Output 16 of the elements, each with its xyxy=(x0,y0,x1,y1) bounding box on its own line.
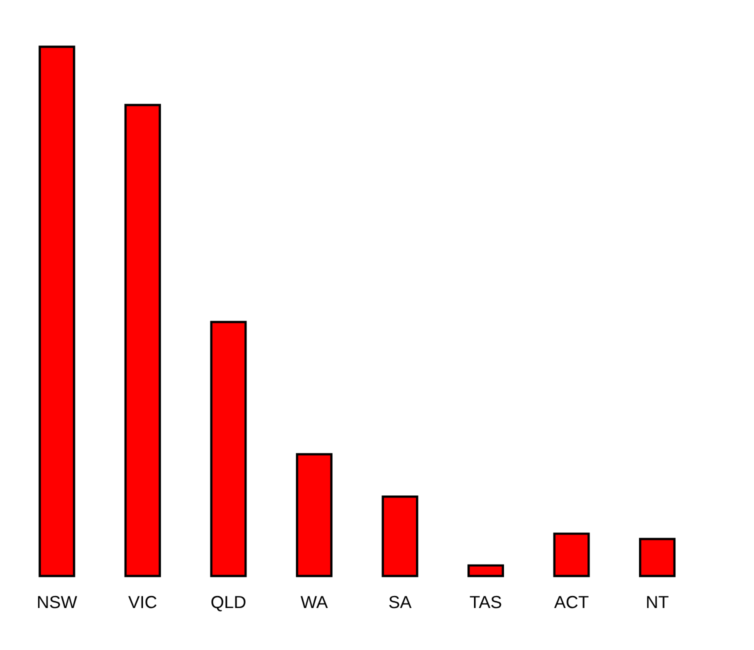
bar xyxy=(38,46,76,578)
x-tick-label: NSW xyxy=(38,596,78,608)
x-tick-label: ACT xyxy=(554,596,588,608)
x-tick-label: VIC xyxy=(128,596,156,608)
bar xyxy=(553,532,590,578)
bar xyxy=(639,538,676,578)
bar xyxy=(467,564,504,578)
x-tick-label: QLD xyxy=(211,596,246,612)
bar xyxy=(210,320,247,578)
bar xyxy=(124,104,161,578)
x-tick-label: TAS xyxy=(470,596,502,608)
x-tick-label: WA xyxy=(300,596,328,608)
x-tick-label: SA xyxy=(389,596,412,608)
x-tick-label: NT xyxy=(647,596,668,608)
bar xyxy=(296,453,332,578)
bar xyxy=(382,496,418,578)
